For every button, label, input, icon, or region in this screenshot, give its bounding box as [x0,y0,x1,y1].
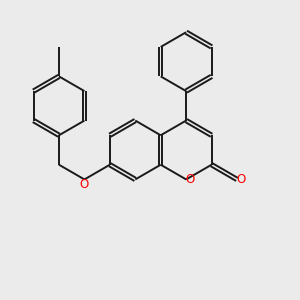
Text: O: O [185,173,195,186]
Text: O: O [236,173,246,186]
Text: O: O [80,178,89,191]
